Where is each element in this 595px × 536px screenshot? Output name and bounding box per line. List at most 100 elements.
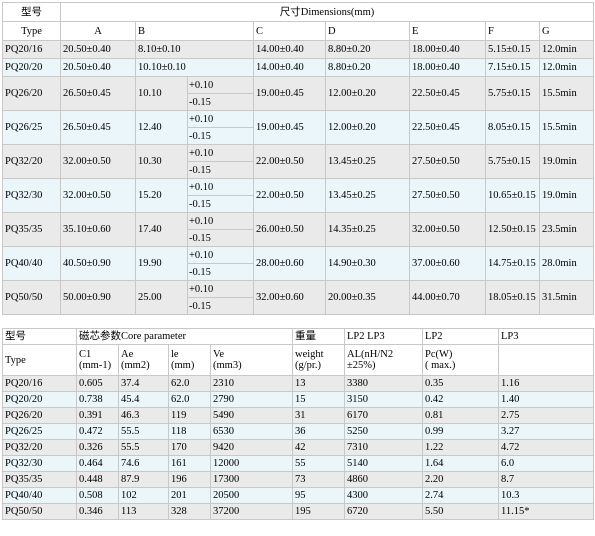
dim-e-cell: 22.50±0.45: [409, 76, 486, 111]
dim-d-cell: 8.80±0.20: [325, 40, 410, 59]
table-row: PQ20/16 20.50±0.40 8.10±0.10 14.00±0.40 8.80…: [2, 40, 594, 59]
dim-d-cell: 13.45±0.25: [325, 178, 410, 213]
dim-col-header-e: E: [409, 21, 486, 41]
type-cell: PQ35/35: [2, 471, 77, 488]
dim-col-header-g: G: [539, 21, 594, 41]
table-row: PQ32/20 32.00±0.50 10.30 +0.10 22.00±0.50 13.…: [2, 144, 594, 179]
pc-cell: 2.74: [422, 487, 500, 504]
le-cell: 161: [168, 455, 211, 472]
dim-f-cell: 5.75±0.15: [485, 76, 540, 111]
type-header: Type: [2, 344, 77, 376]
ae-header-unit: (mm2): [121, 360, 150, 371]
le-cell: 118: [168, 423, 211, 440]
dim-f-cell: 8.05±0.15: [485, 110, 540, 145]
ae-cell: 46.3: [118, 407, 169, 424]
lp3-cell: 1.40: [498, 391, 595, 408]
dim-e-cell: 27.50±0.50: [409, 178, 486, 213]
ae-cell: 87.9: [118, 471, 169, 488]
dim-b-cell: 15.20: [135, 178, 188, 213]
weight-unit-header: weight (g/pr.): [292, 344, 346, 376]
weight-unit-header-unit: (g/pr.): [295, 360, 321, 371]
dim-b-minus-tolerance: -0.15: [187, 229, 254, 247]
type-cell: PQ32/20: [2, 439, 77, 456]
wt-cell: 95: [292, 487, 346, 504]
dim-c-cell: 22.00±0.50: [253, 178, 326, 213]
dim-col-header-d: D: [325, 21, 410, 41]
dim-g-cell: 15.5min: [539, 110, 594, 145]
table-row: PQ35/35 0.448 87.9 196 17300 73 4860 2.20 8.7: [2, 471, 595, 488]
c1-cell: 0.326: [76, 439, 119, 456]
dim-c-cell: 19.00±0.45: [253, 110, 326, 145]
model-header: 型号: [2, 328, 77, 345]
dim-b-cell: 10.10: [135, 76, 188, 111]
dim-b-minus-tolerance: -0.15: [187, 297, 254, 315]
lp3-cell: 3.27: [498, 423, 595, 440]
table-row: PQ26/25 26.50±0.45 12.40 +0.10 19.00±0.45 12.…: [2, 110, 594, 145]
dim-b-minus-tolerance: -0.15: [187, 93, 254, 111]
dim-d-cell: 13.45±0.25: [325, 144, 410, 179]
table-row: PQ26/20 0.391 46.3 119 5490 31 6170 0.81 2.75: [2, 407, 595, 424]
al-cell: 4860: [344, 471, 424, 488]
lp3-cell: 1.16: [498, 375, 595, 392]
c1-cell: 0.448: [76, 471, 119, 488]
model-header: 型号: [2, 2, 61, 22]
dim-d-cell: 8.80±0.20: [325, 58, 410, 77]
dim-b-plus-tolerance: +0.10: [187, 246, 254, 264]
c1-cell: 0.508: [76, 487, 119, 504]
ae-cell: 37.4: [118, 375, 169, 392]
ve-cell: 2790: [209, 391, 294, 408]
ae-cell: 55.5: [118, 439, 169, 456]
le-header-label: le: [171, 349, 179, 360]
wt-cell: 55: [292, 455, 346, 472]
table-row: PQ40/40 0.508 102 201 20500 95 4300 2.74 10.3: [2, 487, 595, 504]
le-cell: 201: [168, 487, 211, 504]
dim-b-cell: 17.40: [135, 212, 188, 247]
dimensions-title: 尺寸Dimensions(mm): [60, 2, 594, 22]
pc-cell: 1.64: [422, 455, 500, 472]
lp3-cell: 4.72: [498, 439, 595, 456]
dim-c-cell: 26.00±0.50: [253, 212, 326, 247]
dim-a-cell: 32.00±0.50: [60, 178, 136, 213]
c1-cell: 0.738: [76, 391, 119, 408]
dim-f-cell: 5.15±0.15: [485, 40, 540, 59]
lp3-cell: 8.7: [498, 471, 595, 488]
c1-cell: 0.605: [76, 375, 119, 392]
wt-cell: 15: [292, 391, 346, 408]
dim-f-cell: 14.75±0.15: [485, 246, 540, 281]
dim-e-cell: 27.50±0.50: [409, 144, 486, 179]
dim-col-header-f: F: [485, 21, 540, 41]
ve-header: Ve (mm3): [209, 344, 294, 376]
wt-cell: 31: [292, 407, 346, 424]
dim-b-cell: 19.90: [135, 246, 188, 281]
c1-cell: 0.391: [76, 407, 119, 424]
lp2-header: LP2: [422, 328, 500, 345]
le-header: le (mm): [168, 344, 211, 376]
table-row: PQ20/20 20.50±0.40 10.10±0.10 14.00±0.40 8.8…: [2, 58, 594, 77]
type-cell: PQ40/40: [2, 487, 77, 504]
dim-b-cell: 10.30: [135, 144, 188, 179]
table-row: PQ20/20 0.738 45.4 62.0 2790 15 3150 0.42 1.40: [2, 391, 595, 408]
pc-cell: 1.22: [422, 439, 500, 456]
type-cell: PQ26/20: [2, 76, 61, 111]
lp3-cell: 2.75: [498, 407, 595, 424]
dim-b-plus-tolerance: +0.10: [187, 178, 254, 196]
dim-c-cell: 14.00±0.40: [253, 40, 326, 59]
weight-header: 重量: [292, 328, 346, 345]
wt-cell: 42: [292, 439, 346, 456]
dim-a-cell: 40.50±0.90: [60, 246, 136, 281]
ae-cell: 102: [118, 487, 169, 504]
le-cell: 328: [168, 503, 211, 520]
table-row: PQ26/25 0.472 55.5 118 6530 36 5250 0.99 3.27: [2, 423, 595, 440]
lp3-cell: 11.15*: [498, 503, 595, 520]
al-cell: 3380: [344, 375, 424, 392]
le-cell: 62.0: [168, 391, 211, 408]
type-cell: PQ20/20: [2, 391, 77, 408]
dim-d-cell: 14.35±0.25: [325, 212, 410, 247]
type-cell: PQ26/25: [2, 110, 61, 145]
table-row: PQ35/35 35.10±0.60 17.40 +0.10 26.00±0.50 14.…: [2, 212, 594, 247]
pc-cell: 5.50: [422, 503, 500, 520]
ve-cell: 17300: [209, 471, 294, 488]
le-header-unit: (mm): [171, 360, 195, 371]
dim-c-cell: 32.00±0.60: [253, 280, 326, 315]
weight-unit-header-label: weight: [295, 349, 324, 360]
